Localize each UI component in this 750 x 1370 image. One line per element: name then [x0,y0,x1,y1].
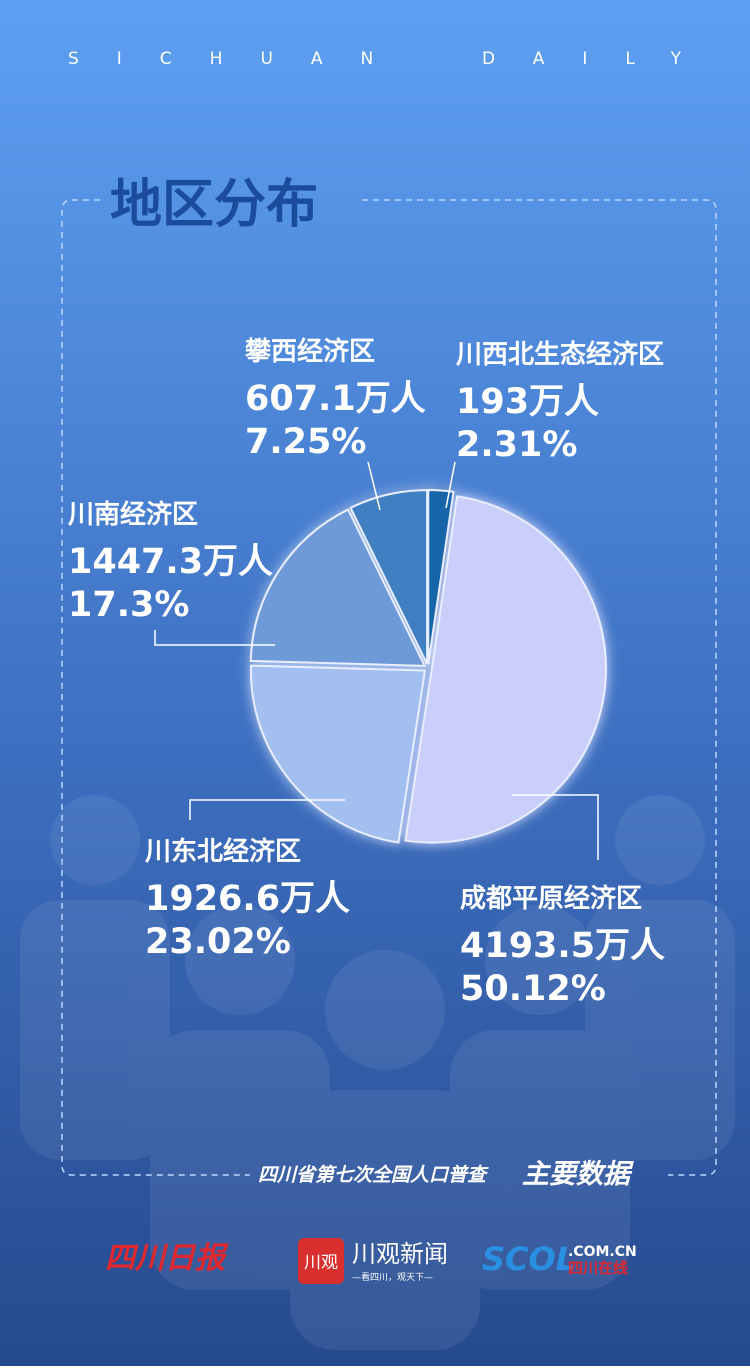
region-name: 川西北生态经济区 [456,339,664,370]
population-label: 193万人 [456,382,599,422]
pie-slice [404,495,607,844]
percent-label: 2.31% [456,425,577,465]
pie-slice [349,489,429,665]
population-label: 607.1万人 [245,379,426,419]
logo-online: 四川在线 [568,1259,628,1277]
logo-scol: SCOL [482,1240,576,1278]
leader-lines [154,461,599,860]
footer-caption-strong: 主要数据 [522,1159,634,1190]
region-name: 川东北经济区 [145,836,301,867]
brand-left: SICHUAN [68,49,411,69]
percent-label: 7.25% [245,422,366,462]
logo-chuanguan: 川观新闻 [352,1240,448,1268]
population-label: 1447.3万人 [68,542,273,582]
population-label: 1926.6万人 [145,879,350,919]
frame [61,199,717,1176]
region-name: 川南经济区 [68,499,198,530]
footer-caption: 四川省第七次全国人口普查 [258,1164,489,1186]
percent-label: 17.3% [68,585,189,625]
chart-title: 地区分布 [110,175,318,235]
logo-slogan: —看四川，观天下— [352,1271,433,1283]
logo-icon-text: 川观 [304,1253,338,1273]
pie-slice [427,489,455,665]
percent-label: 23.02% [145,922,291,962]
silhouettes [20,795,735,1350]
pie [249,489,607,844]
logo-sichuan-daily: 四川日报 [105,1241,229,1276]
brand-right: DAILY [482,49,719,69]
logo-icon [298,1238,344,1284]
logo-domain: .COM.CN [568,1244,637,1260]
pie-slice [249,664,427,844]
region-name: 攀西经济区 [244,336,375,367]
population-label: 4193.5万人 [460,926,665,966]
region-name: 成都平原经济区 [460,883,642,914]
percent-label: 50.12% [460,969,606,1009]
pie-slice [249,508,427,667]
